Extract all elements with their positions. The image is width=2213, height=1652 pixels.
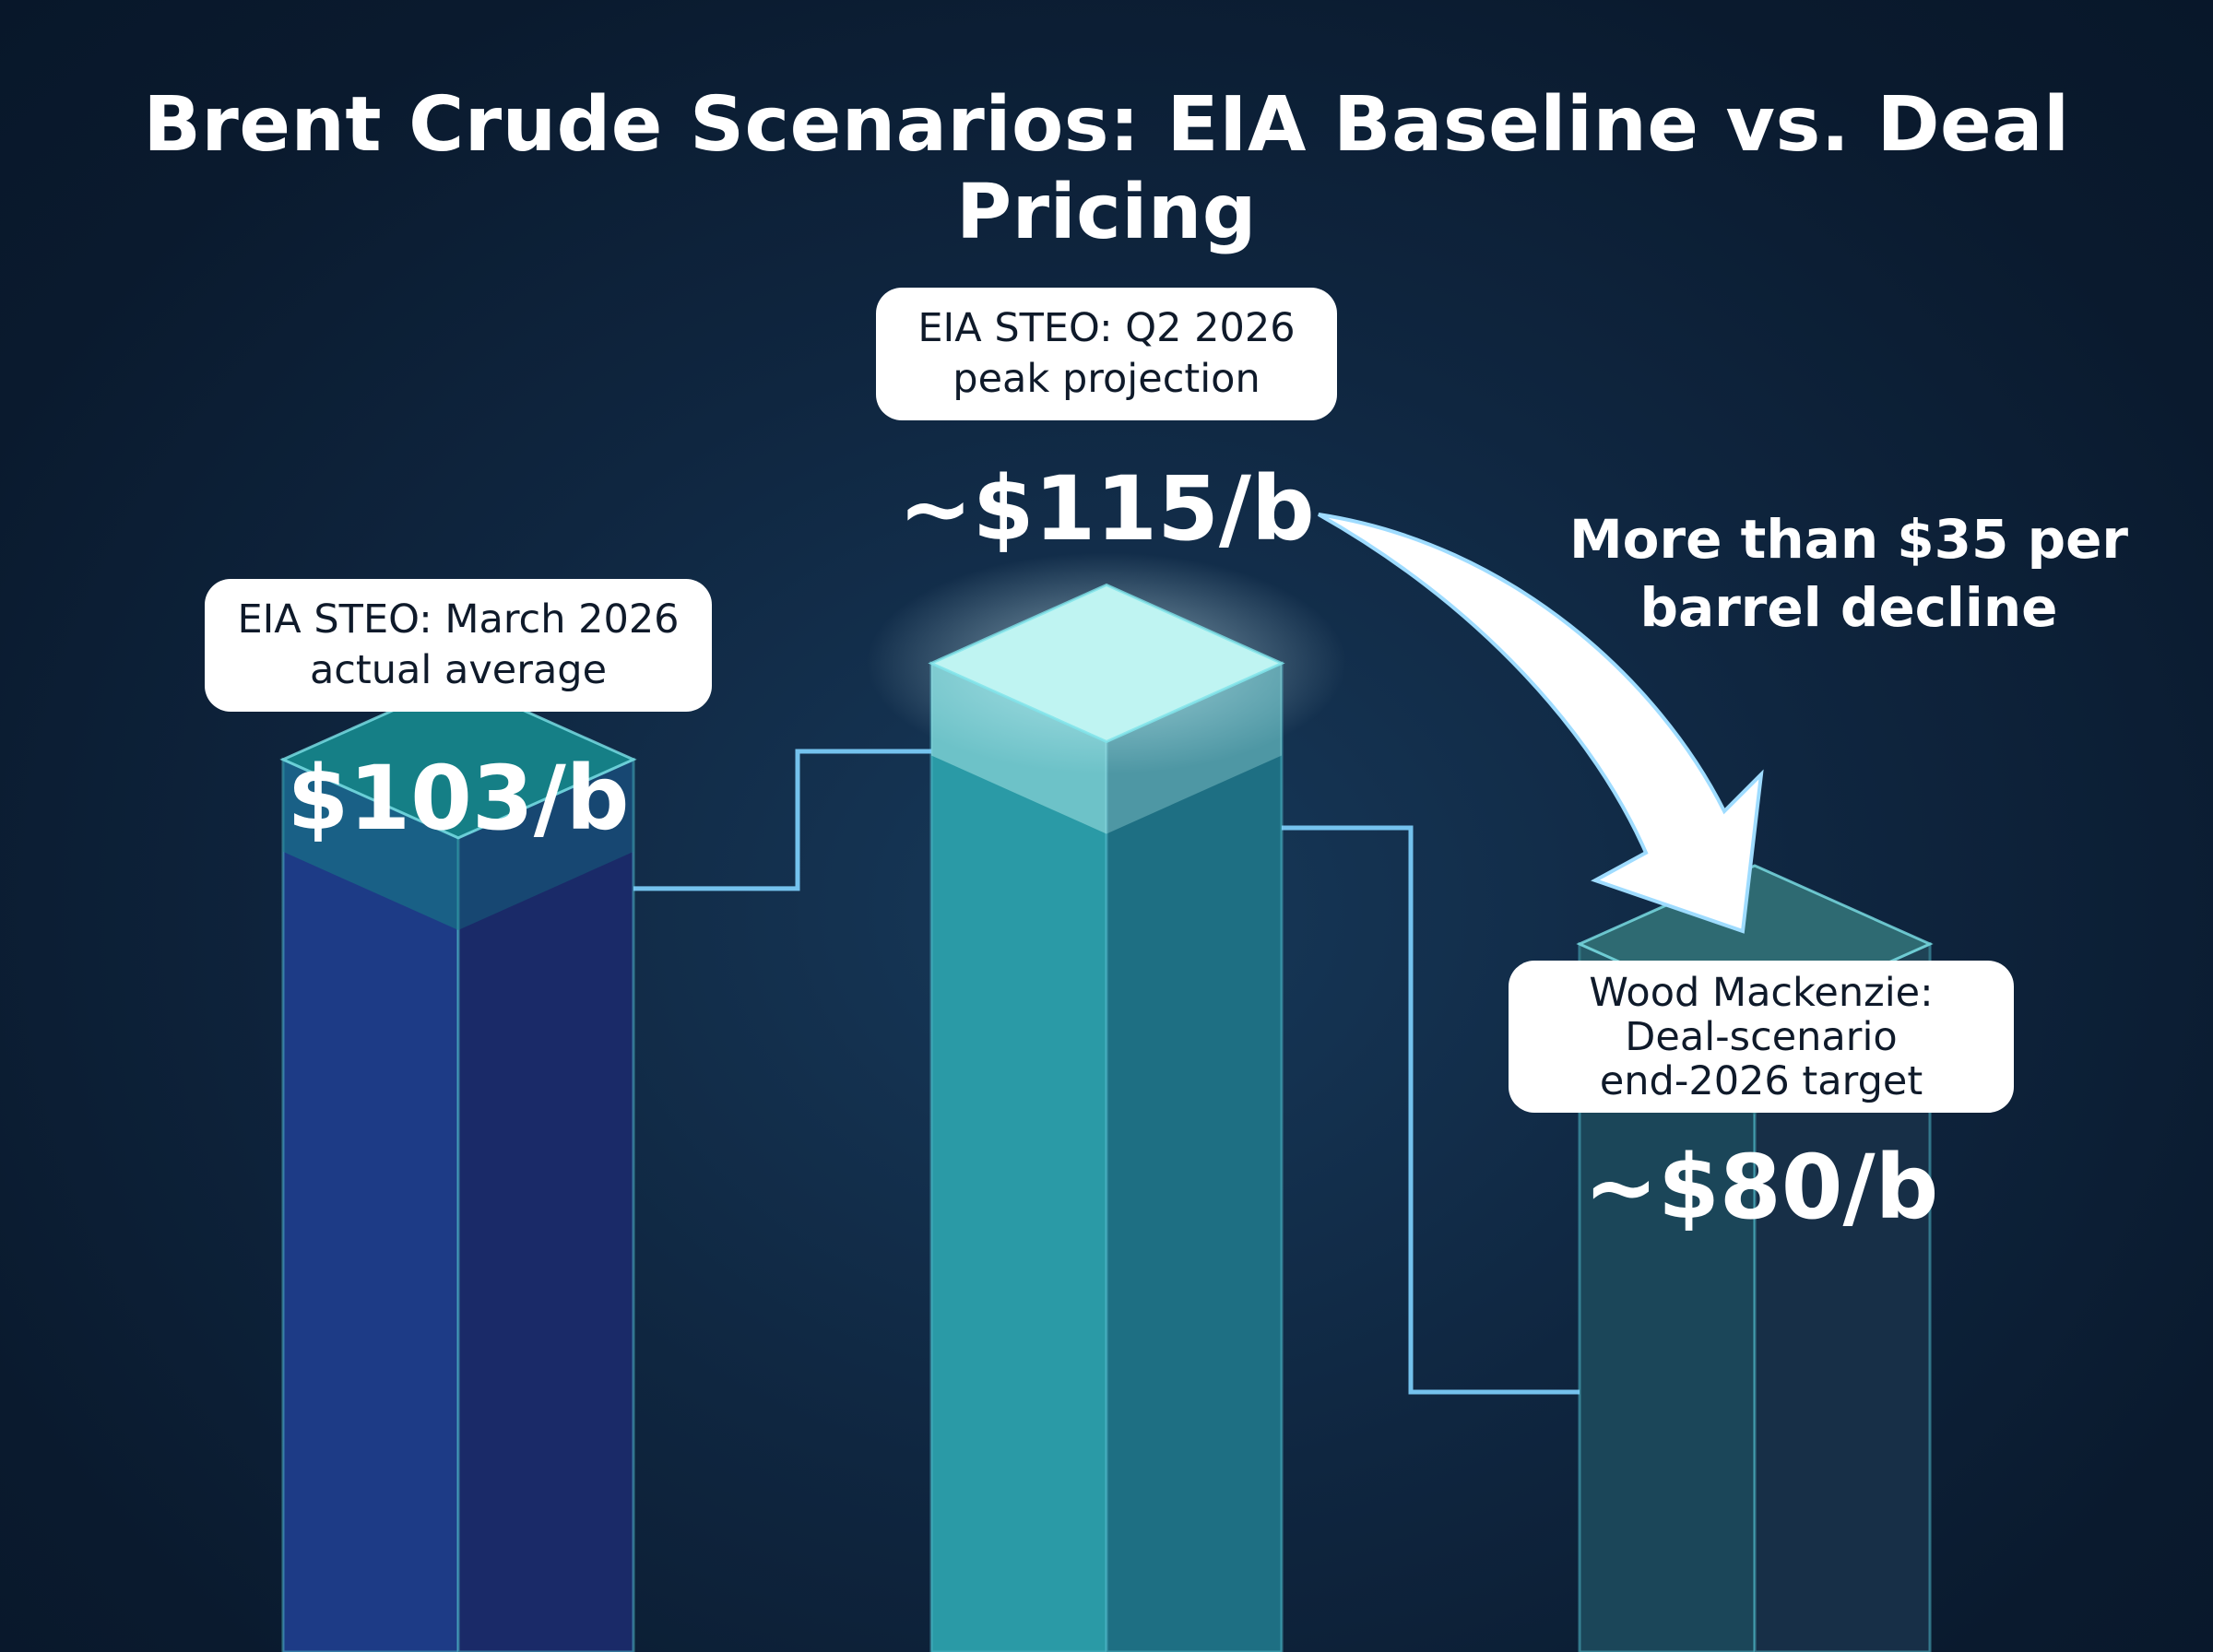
bar-label-line: peak projection <box>953 356 1260 402</box>
bar-label-line: end-2026 target <box>1599 1057 1923 1104</box>
bar-cap-band <box>458 759 633 930</box>
bar-label-end-2026: Wood Mackenzie: Deal-scenario end-2026 t… <box>1509 961 2014 1113</box>
bar-top <box>928 583 1285 744</box>
bar-label-q2-2026: EIA STEO: Q2 2026 peak projection <box>876 288 1337 420</box>
bar-cap-band <box>283 759 458 930</box>
bar-label-line: Wood Mackenzie: <box>1589 969 1934 1016</box>
chart-title: Brent Crude Scenarios: EIA Baseline vs. … <box>143 81 2070 256</box>
bar-label-line: EIA STEO: March 2026 <box>237 596 680 643</box>
bar-label-line: Deal-scenario <box>1625 1013 1898 1060</box>
decline-annotation-line: More than $35 per <box>1568 508 2129 571</box>
decline-arrow <box>1318 513 1764 934</box>
bar-value-end-2026: ~$80/b <box>1583 1136 1939 1239</box>
bar-label-line: EIA STEO: Q2 2026 <box>917 305 1296 351</box>
bar-label-march-2026: EIA STEO: March 2026 actual average <box>205 579 712 712</box>
decline-annotation: More than $35 per barrel decline <box>1531 505 2167 642</box>
connector-line <box>633 749 931 891</box>
bar-value-q2-2026: ~$115/b <box>898 457 1315 560</box>
bar-value-march-2026: $103/b <box>287 747 630 850</box>
decline-annotation-line: barrel decline <box>1639 576 2058 639</box>
bar-label-line: actual average <box>309 647 608 693</box>
connector-line <box>1282 825 1580 1395</box>
